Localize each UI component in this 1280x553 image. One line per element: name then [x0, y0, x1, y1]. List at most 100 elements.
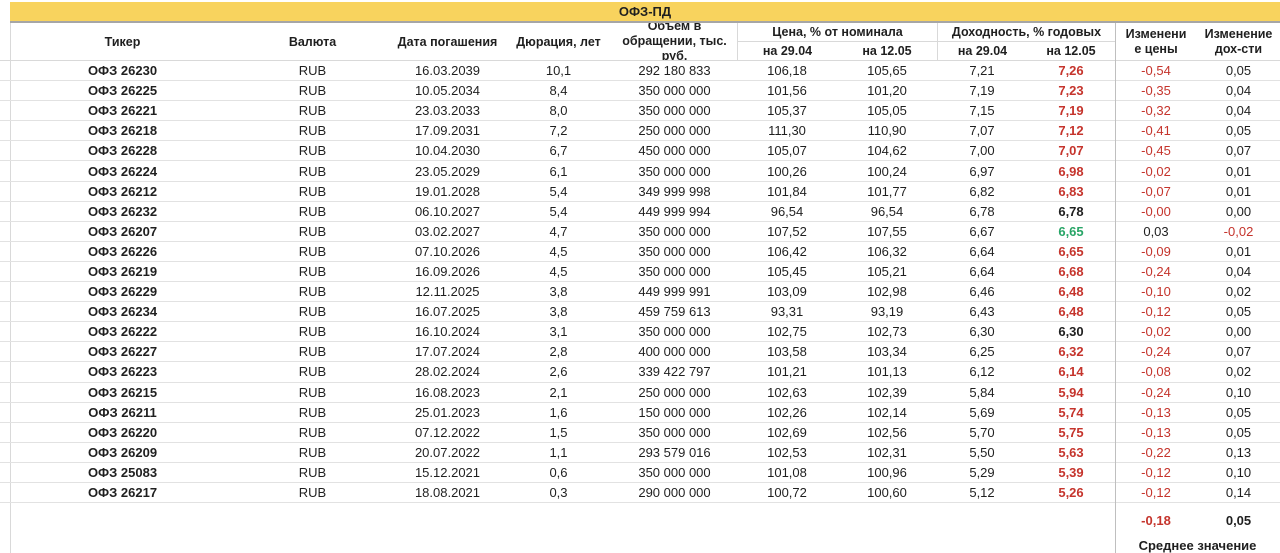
cell-gutter [0, 222, 10, 241]
table-row: ОФЗ 26225 RUB 10.05.2034 8,4 350 000 000 101,… [0, 81, 1280, 102]
cell-yield-1205: 6,32 [1058, 344, 1084, 360]
cell-yield-2904: 6,43 [969, 304, 995, 320]
cell-price-change: -0,12 [1141, 304, 1171, 320]
cell-price-2904: 103,58 [767, 344, 807, 360]
cell-price-change: -0,08 [1141, 364, 1171, 380]
cell-yield-1205: 5,39 [1058, 464, 1084, 480]
cell-ticker: ОФЗ 26230 [87, 63, 158, 79]
cell-price-1205: 104,62 [867, 143, 907, 159]
table-row: ОФЗ 26228 RUB 10.04.2030 6,7 450 000 000 105,… [0, 141, 1280, 162]
cell-yield-change: -0,02 [1223, 223, 1254, 239]
cell-price-1205: 101,77 [867, 183, 907, 199]
cell-maturity: 20.07.2022 [414, 444, 481, 460]
cell-yield-change: 0,07 [1225, 344, 1252, 360]
cell-price-2904: 102,63 [767, 384, 807, 400]
cell-price-1205: 93,19 [870, 304, 904, 320]
table-row: ОФЗ 26219 RUB 16.09.2026 4,5 350 000 000 105,… [0, 262, 1280, 283]
header-price-group: Цена, % от номинала [737, 23, 937, 42]
cell-maturity: 10.04.2030 [414, 143, 481, 159]
cell-currency: RUB [298, 183, 327, 199]
cell-yield-2904: 6,67 [969, 223, 995, 239]
cell-yield-change: 0,01 [1225, 183, 1252, 199]
cell-gutter [0, 282, 10, 301]
cell-yield-2904: 7,19 [969, 83, 995, 99]
cell-currency: RUB [298, 464, 327, 480]
cell-price-change: -0,13 [1141, 424, 1171, 440]
table-row: ОФЗ 26211 RUB 25.01.2023 1,6 150 000 000 102,… [0, 403, 1280, 423]
cell-yield-1205: 6,30 [1058, 324, 1084, 340]
cell-price-1205: 100,24 [867, 163, 907, 179]
cell-currency: RUB [298, 163, 327, 179]
average-price-change: -0,18 [1141, 512, 1171, 528]
cell-price-2904: 101,56 [767, 83, 807, 99]
header-volume: Объем в обращении, тыс. руб. [622, 23, 727, 60]
cell-duration: 1,1 [549, 444, 568, 460]
cell-yield-1205: 7,07 [1058, 143, 1084, 159]
cell-ticker: ОФЗ 26212 [87, 183, 158, 199]
cell-yield-2904: 6,12 [969, 364, 995, 380]
cell-yield-1205: 6,83 [1058, 183, 1084, 199]
cell-yield-2904: 6,82 [969, 183, 995, 199]
cell-yield-2904: 5,29 [969, 464, 995, 480]
cell-volume: 293 579 016 [638, 444, 711, 460]
cell-gutter [0, 202, 10, 221]
cell-price-change: -0,24 [1141, 263, 1171, 279]
header-duration: Дюрация, лет [516, 34, 601, 49]
cell-volume: 350 000 000 [638, 103, 711, 119]
cell-gutter [0, 242, 10, 261]
cell-maturity: 10.05.2034 [414, 83, 481, 99]
cell-currency: RUB [298, 404, 327, 420]
cell-price-change: -0,24 [1141, 344, 1171, 360]
cell-duration: 0,3 [549, 485, 568, 501]
cell-yield-change: 0,05 [1225, 404, 1252, 420]
header-price-1205: на 12.05 [862, 44, 912, 58]
cell-duration: 1,5 [549, 424, 568, 440]
cell-volume: 290 000 000 [638, 485, 711, 501]
cell-yield-change: 0,02 [1225, 284, 1252, 300]
cell-yield-change: 0,05 [1225, 123, 1252, 139]
cell-ticker: ОФЗ 26217 [87, 485, 158, 501]
cell-gutter [0, 383, 10, 402]
cell-duration: 4,5 [549, 243, 568, 259]
cell-maturity: 17.07.2024 [414, 344, 481, 360]
sheet-left-gridline [10, 23, 11, 553]
cell-price-change: -0,12 [1141, 464, 1171, 480]
cell-currency: RUB [298, 424, 327, 440]
cell-yield-2904: 7,15 [969, 103, 995, 119]
cell-yield-change: 0,14 [1225, 485, 1252, 501]
cell-volume: 350 000 000 [638, 243, 711, 259]
header-ticker: Тикер [104, 34, 141, 49]
cell-maturity: 03.02.2027 [414, 223, 481, 239]
cell-yield-change: 0,05 [1225, 304, 1252, 320]
cell-yield-change: 0,10 [1225, 464, 1252, 480]
cell-price-2904: 105,37 [767, 103, 807, 119]
cell-ticker: ОФЗ 26207 [87, 223, 158, 239]
cell-ticker: ОФЗ 26229 [87, 284, 158, 300]
cell-price-1205: 100,96 [867, 464, 907, 480]
cell-currency: RUB [298, 485, 327, 501]
table-row: ОФЗ 26230 RUB 16.03.2039 10,1 292 180 833 106… [0, 61, 1280, 82]
cell-yield-2904: 5,50 [969, 444, 995, 460]
cell-price-1205: 110,90 [867, 123, 907, 139]
cell-price-change: -0,00 [1141, 203, 1171, 219]
cell-gutter [0, 342, 10, 361]
cell-currency: RUB [298, 384, 327, 400]
cell-price-1205: 106,32 [867, 243, 907, 259]
cell-price-2904: 102,75 [767, 324, 807, 340]
cell-volume: 339 422 797 [638, 364, 711, 380]
cell-price-change: -0,02 [1141, 324, 1171, 340]
cell-price-1205: 102,98 [867, 284, 907, 300]
cell-price-1205: 107,55 [867, 223, 907, 239]
cell-price-1205: 105,65 [867, 63, 907, 79]
cell-gutter [0, 81, 10, 100]
cell-maturity: 23.03.2033 [414, 103, 481, 119]
cell-maturity: 16.09.2026 [414, 263, 481, 279]
cell-price-1205: 101,20 [867, 83, 907, 99]
cell-ticker: ОФЗ 26221 [87, 103, 158, 119]
cell-currency: RUB [298, 83, 327, 99]
cell-yield-2904: 6,64 [969, 243, 995, 259]
cell-duration: 3,1 [549, 324, 568, 340]
cell-price-change: -0,24 [1141, 384, 1171, 400]
cell-gutter [0, 262, 10, 281]
cell-duration: 10,1 [545, 63, 572, 79]
